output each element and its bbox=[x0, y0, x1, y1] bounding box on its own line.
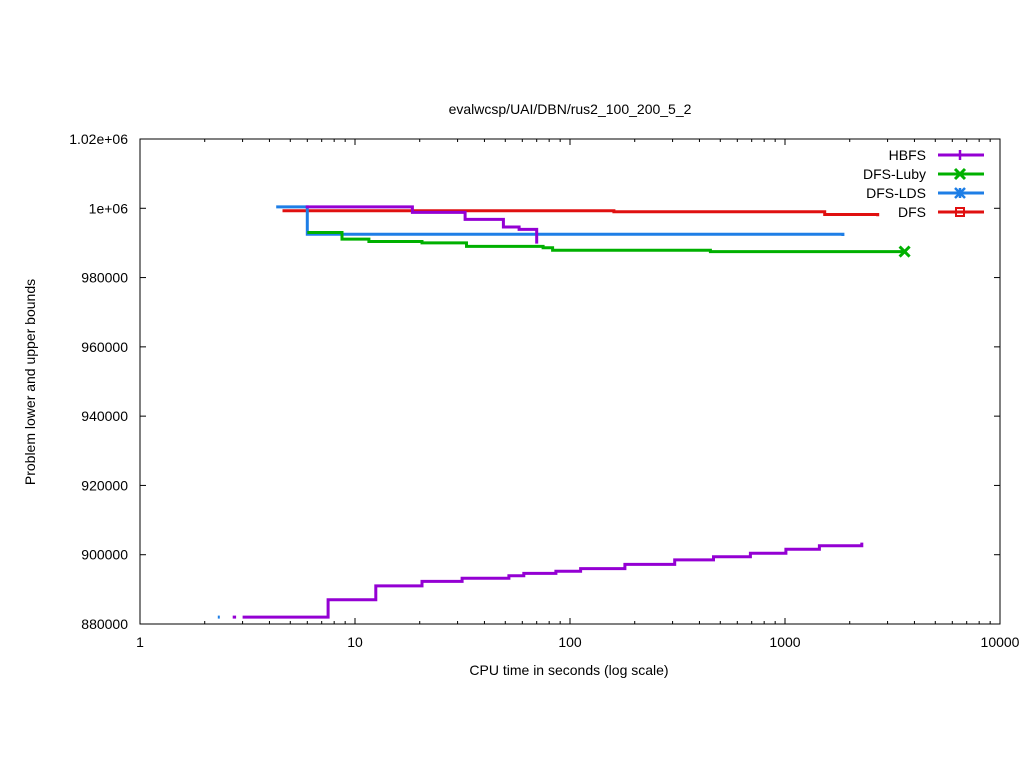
y-tick-label: 920000 bbox=[81, 477, 128, 493]
series-line-dfs bbox=[282, 209, 880, 217]
y-tick-label: 980000 bbox=[81, 270, 128, 286]
legend-marker-dfs bbox=[955, 207, 965, 217]
x-axis-label: CPU time in seconds (log scale) bbox=[469, 662, 668, 678]
series-line-hbfs bbox=[242, 542, 864, 619]
series-upper-line-hbfs bbox=[305, 205, 539, 244]
x-tick-label: 10000 bbox=[981, 634, 1020, 650]
series-line-dfs-lds bbox=[276, 205, 845, 236]
legend-label-dfs: DFS bbox=[898, 204, 926, 220]
legend-label-dfs-luby: DFS-Luby bbox=[863, 166, 926, 182]
series-line-dfs-luby bbox=[307, 231, 905, 254]
legend-label-dfs-lds: DFS-LDS bbox=[866, 185, 926, 201]
y-tick-label: 1e+06 bbox=[89, 200, 129, 216]
legend-marker-dfs-lds bbox=[954, 187, 966, 199]
y-tick-label: 880000 bbox=[81, 616, 128, 632]
x-tick-label: 100 bbox=[558, 634, 582, 650]
legend-marker-hbfs bbox=[955, 150, 965, 160]
y-tick-label: 1.02e+06 bbox=[69, 131, 128, 147]
legend-label-hbfs: HBFS bbox=[889, 147, 926, 163]
series-end-marker-dfs-luby bbox=[898, 245, 911, 258]
y-axis-label: Problem lower and upper bounds bbox=[22, 279, 38, 485]
legend-marker-dfs-luby bbox=[953, 167, 967, 181]
plot-area: 1 10 100 1000 10000 880000 900000 920000 940000 9… bbox=[69, 131, 1019, 650]
x-tick-label: 1000 bbox=[769, 634, 800, 650]
x-tick-label: 1 bbox=[136, 634, 144, 650]
y-tick-label: 900000 bbox=[81, 547, 128, 563]
chart-title: evalwcsp/UAI/DBN/rus2_100_200_5_2 bbox=[449, 101, 692, 117]
x-tick-label: 10 bbox=[347, 634, 363, 650]
y-tick-label: 940000 bbox=[81, 408, 128, 424]
y-tick-label: 960000 bbox=[81, 339, 128, 355]
